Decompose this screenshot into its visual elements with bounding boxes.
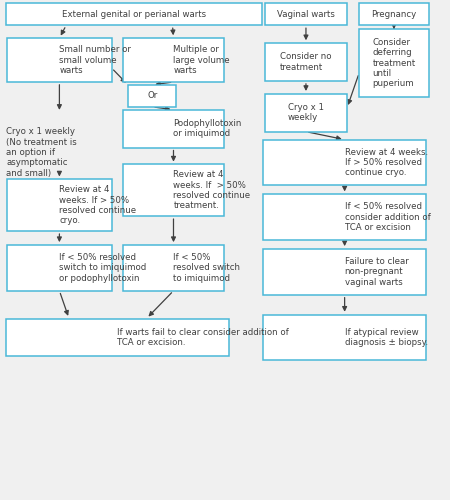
Text: Review at 4
weeks. If  > 50%
resolved continue
treatment.: Review at 4 weeks. If > 50% resolved con… [174, 170, 251, 210]
Text: Consider
deferring
treatment
until
puperium: Consider deferring treatment until puper… [372, 38, 415, 88]
Text: External genital or perianal warts: External genital or perianal warts [62, 10, 206, 19]
Text: Review at 4 weeks.
If > 50% resolved
continue cryo.: Review at 4 weeks. If > 50% resolved con… [345, 148, 428, 178]
FancyBboxPatch shape [6, 4, 262, 26]
Text: If < 50% resolved
consider addition of
TCA or excision: If < 50% resolved consider addition of T… [345, 202, 430, 232]
FancyBboxPatch shape [263, 140, 426, 186]
FancyBboxPatch shape [123, 245, 224, 291]
Text: If < 50% resolved
switch to imiquimod
or podophyllotoxin: If < 50% resolved switch to imiquimod or… [59, 253, 147, 283]
Text: If warts fail to clear consider addition of
TCA or excision.: If warts fail to clear consider addition… [117, 328, 289, 347]
Text: If atypical review
diagnosis ± biopsy.: If atypical review diagnosis ± biopsy. [345, 328, 428, 347]
Text: Failure to clear
non-pregnant
vaginal warts: Failure to clear non-pregnant vaginal wa… [345, 257, 409, 287]
Text: Vaginal warts: Vaginal warts [277, 10, 335, 19]
FancyBboxPatch shape [7, 38, 112, 82]
FancyBboxPatch shape [265, 94, 347, 132]
FancyBboxPatch shape [7, 180, 112, 231]
FancyBboxPatch shape [123, 164, 224, 216]
FancyBboxPatch shape [263, 194, 426, 240]
Text: Podophyllotoxin
or imiquimod: Podophyllotoxin or imiquimod [174, 119, 242, 139]
Text: Or: Or [147, 92, 158, 100]
Text: Cryo x 1
weekly: Cryo x 1 weekly [288, 103, 324, 122]
Text: Small number or
small volume
warts: Small number or small volume warts [59, 45, 131, 75]
FancyBboxPatch shape [359, 4, 429, 26]
Text: If < 50%
resolved switch
to imiquimod: If < 50% resolved switch to imiquimod [174, 253, 240, 283]
FancyBboxPatch shape [128, 85, 176, 107]
FancyBboxPatch shape [359, 29, 429, 97]
FancyBboxPatch shape [265, 43, 347, 81]
FancyBboxPatch shape [123, 110, 224, 148]
FancyBboxPatch shape [263, 249, 426, 294]
FancyBboxPatch shape [7, 245, 112, 291]
Text: Review at 4
weeks. If > 50%
resolved continue
cryo.: Review at 4 weeks. If > 50% resolved con… [59, 185, 136, 226]
FancyBboxPatch shape [263, 314, 426, 360]
Text: Multiple or
large volume
warts: Multiple or large volume warts [174, 45, 230, 75]
FancyBboxPatch shape [265, 4, 347, 26]
FancyBboxPatch shape [6, 318, 229, 356]
Text: Consider no
treatment: Consider no treatment [280, 52, 332, 72]
FancyBboxPatch shape [123, 38, 224, 82]
Text: Pregnancy: Pregnancy [371, 10, 417, 19]
Text: Cryo x 1 weekly
(No treatment is
an option if
asymptomatic
and small): Cryo x 1 weekly (No treatment is an opti… [6, 127, 77, 178]
